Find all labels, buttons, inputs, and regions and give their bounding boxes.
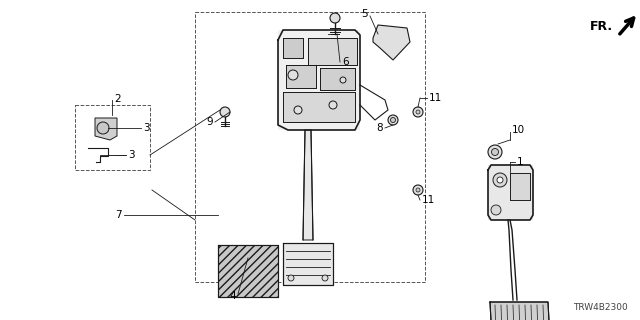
Polygon shape: [283, 38, 303, 58]
Circle shape: [288, 70, 298, 80]
Polygon shape: [320, 68, 355, 90]
Circle shape: [488, 145, 502, 159]
Circle shape: [492, 148, 499, 156]
Circle shape: [497, 177, 503, 183]
Circle shape: [220, 107, 230, 117]
Circle shape: [416, 188, 420, 192]
Polygon shape: [510, 173, 530, 200]
Circle shape: [416, 110, 420, 114]
Text: 11: 11: [422, 195, 435, 205]
Circle shape: [491, 205, 501, 215]
Circle shape: [294, 106, 302, 114]
Polygon shape: [490, 302, 550, 320]
Circle shape: [413, 107, 423, 117]
Polygon shape: [95, 118, 117, 140]
Polygon shape: [283, 243, 333, 285]
Text: 7: 7: [115, 210, 122, 220]
Polygon shape: [286, 65, 316, 88]
Text: 5: 5: [362, 9, 368, 19]
Polygon shape: [488, 165, 533, 220]
Circle shape: [340, 77, 346, 83]
Text: 3: 3: [143, 123, 150, 133]
Polygon shape: [303, 130, 313, 240]
Circle shape: [288, 275, 294, 281]
Circle shape: [330, 13, 340, 23]
Text: 10: 10: [512, 125, 525, 135]
Polygon shape: [218, 245, 278, 297]
Bar: [195, 12, 425, 282]
Circle shape: [390, 117, 396, 123]
Text: FR.: FR.: [590, 20, 613, 33]
Text: 11: 11: [429, 93, 442, 103]
Text: 6: 6: [342, 57, 349, 67]
Text: 2: 2: [114, 94, 120, 104]
Circle shape: [329, 101, 337, 109]
Text: —: —: [108, 152, 115, 158]
Circle shape: [97, 122, 109, 134]
Text: 8: 8: [376, 123, 383, 133]
Polygon shape: [283, 92, 355, 122]
Circle shape: [413, 185, 423, 195]
Bar: [75, 105, 150, 170]
Circle shape: [388, 115, 398, 125]
Text: 4: 4: [229, 291, 236, 301]
Text: TRW4B2300: TRW4B2300: [573, 303, 628, 312]
Text: 1: 1: [517, 157, 524, 167]
Circle shape: [322, 275, 328, 281]
Text: 3: 3: [128, 150, 134, 160]
Polygon shape: [278, 30, 360, 130]
Text: 9: 9: [206, 117, 213, 127]
Polygon shape: [373, 25, 410, 60]
Polygon shape: [308, 38, 357, 65]
Circle shape: [493, 173, 507, 187]
